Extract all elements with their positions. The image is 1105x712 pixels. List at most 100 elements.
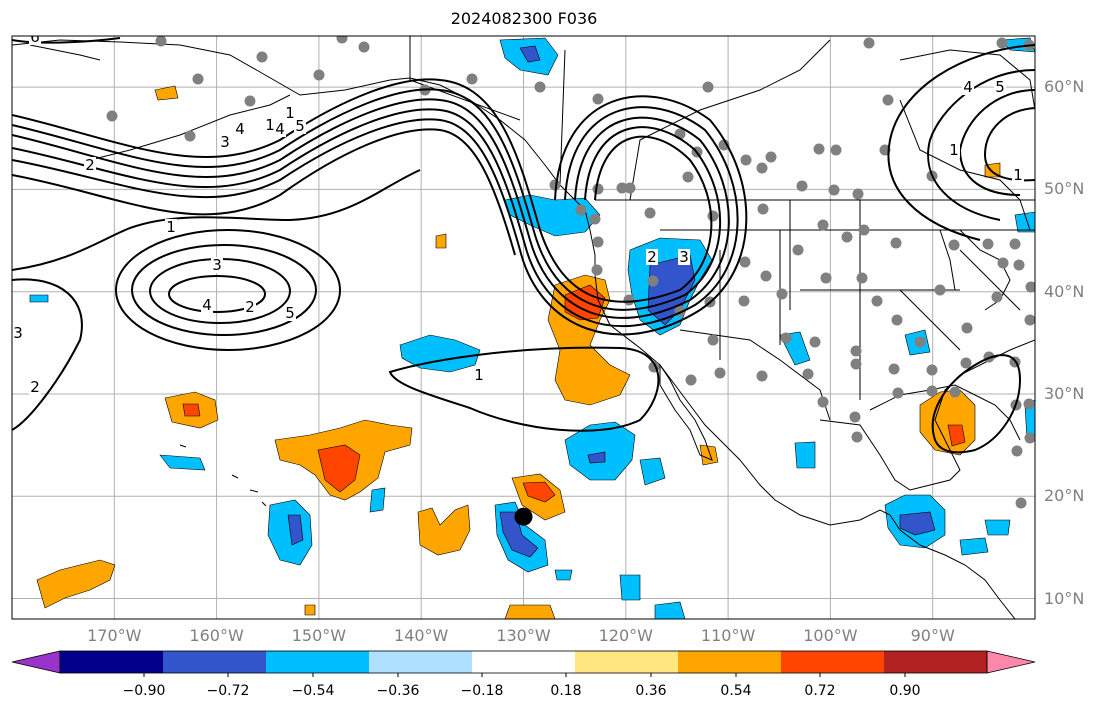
station-dot [1009,238,1021,250]
station-dot [997,257,1009,269]
station-dot [1011,445,1023,457]
contour-label: 1 [285,104,295,122]
station-dot [589,213,601,225]
contour-label: 3 [220,133,230,151]
contour-label-bg [29,379,41,395]
contour-label: 1 [1013,166,1023,184]
colorbar [11,650,1036,677]
station-dot [466,73,478,85]
station-dot [624,182,636,194]
contour-label: 1 [949,141,959,159]
latitude-label: 30°N [1044,383,1085,403]
station-dot [1023,398,1035,410]
contour-label: 3 [679,248,689,266]
contour-label-bg [948,142,960,158]
station-markers [106,36,1035,509]
feature-marker [514,507,533,526]
contour-label: 2 [30,378,40,396]
latitude-label: 40°N [1044,281,1085,301]
contour-label: 4 [202,296,212,314]
station-dot [871,295,883,307]
contour-label-bg [211,257,223,273]
colorbar-bin [266,651,370,673]
longitude-label: 140°W [394,626,449,645]
contour-label-bg [274,121,286,137]
contour-label-bg [264,117,276,133]
contour-label: 5 [995,78,1005,96]
contour-label-bg [294,118,306,134]
longitude-label: 160°W [189,626,244,645]
contour-label-bg [12,325,24,341]
contour-label: 1 [166,218,176,236]
station-dot [856,272,868,284]
station-dot [809,336,821,348]
station-dot [934,284,946,296]
station-dot [863,37,875,49]
contour-label-bg [962,79,974,95]
station-dot [591,264,603,276]
colorbar-bin [60,651,164,673]
station-dot [914,336,926,348]
station-dot [817,396,829,408]
latitude-label: 20°N [1044,486,1085,506]
coastlines [12,36,1035,619]
station-dot [707,334,719,346]
contour-label-bg [473,367,485,383]
station-dot [760,270,772,282]
station-dot [592,93,604,105]
station-dot [739,256,751,268]
contour-label-bg [1012,167,1024,183]
colorbar-tick-label: −0.90 [122,683,166,699]
station-dot [313,69,325,81]
station-dot [802,368,814,380]
station-dot [244,95,256,107]
station-dot [714,367,726,379]
station-dot [1015,497,1027,509]
contour-label-bg [646,249,658,265]
station-dot [756,162,768,174]
station-dot [106,110,118,122]
station-dot [841,231,853,243]
colorbar-bin [678,651,782,673]
colorbar-tick-label: 0.72 [804,683,836,699]
contour-label-bg [284,105,296,121]
station-dot [623,294,635,306]
station-dot [358,41,370,53]
colorbar-tick-label: 0.90 [889,683,921,699]
contour-label-bg [678,249,690,265]
longitude-label: 110°W [700,626,756,645]
station-dot [644,207,656,219]
contour-label-bg [244,299,256,315]
contour-label: 2 [85,156,95,174]
station-dot [1025,281,1035,293]
longitude-label: 150°W [291,626,347,645]
contour-label: 3 [13,324,23,342]
station-dot [534,81,546,93]
longitude-label: 100°W [803,626,858,645]
colorbar-bin [369,651,473,673]
station-dot [575,204,587,216]
station-dot [892,387,904,399]
contour-label-bg [29,36,41,45]
station-dot [850,358,862,370]
contour-label: 4 [275,120,285,138]
station-dot [707,210,719,222]
map-frame [11,35,1036,620]
latitude-label: 60°N [1044,77,1085,97]
station-dot [996,37,1008,49]
station-dot [926,364,938,376]
colorbar-bin [575,651,679,673]
colorbar-bin [163,651,267,673]
station-dot [1024,314,1035,326]
colorbar-extend-high [986,650,1036,674]
station-dot [184,130,196,142]
station-dot [960,357,972,369]
station-dot [890,237,902,249]
station-dot [948,239,960,251]
station-dot [780,332,792,344]
contour-label: 5 [285,304,295,322]
station-dot [740,154,752,166]
station-dot [882,94,894,106]
